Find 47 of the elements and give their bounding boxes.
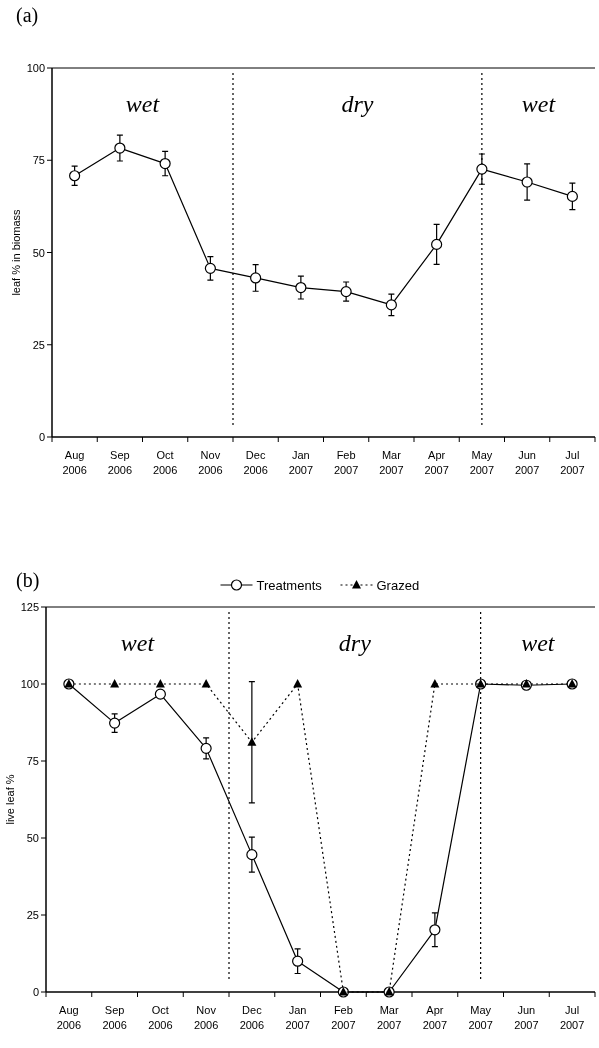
y-tick-label: 0 — [32, 986, 39, 998]
x-tick-label: Aug 2006 — [62, 449, 87, 476]
x-tick-label: Dec 2006 — [239, 1004, 265, 1031]
y-tick-label: 75 — [32, 154, 45, 167]
x-tick-label: Mar 2007 — [379, 449, 404, 476]
y-axis-title: live leaf % — [4, 774, 16, 825]
legend-label: Treatments — [256, 578, 323, 593]
chart-title: (b) — [16, 569, 40, 592]
x-tick-label: Aug 2006 — [56, 1004, 82, 1031]
x-tick-label: Apr 2007 — [424, 449, 449, 476]
y-axis-title: leaf % in biomass — [10, 208, 22, 296]
x-tick-label: May 2007 — [468, 1004, 493, 1031]
x-tick-label: Oct 2006 — [152, 449, 178, 476]
annotation: dry — [338, 630, 372, 656]
y-tick-label: 125 — [20, 601, 39, 613]
x-tick-label: Feb 2007 — [333, 449, 359, 476]
x-tick-label: Apr 2007 — [422, 1004, 448, 1031]
y-tick-label: 75 — [26, 755, 39, 767]
x-tick-label: Dec 2006 — [243, 449, 268, 476]
x-tick-label: Sep 2006 — [102, 1004, 127, 1031]
y-tick-label: 50 — [32, 246, 45, 259]
x-tick-label: Jun 2007 — [514, 449, 540, 476]
y-tick-label: 25 — [26, 909, 39, 921]
x-tick-label: May 2007 — [469, 449, 495, 476]
x-tick-label: Jul 2007 — [559, 1004, 585, 1031]
x-tick-label: Jun 2007 — [514, 1004, 539, 1031]
annotation: wet — [521, 630, 556, 656]
annotation: wet — [125, 91, 161, 117]
y-tick-label: 50 — [26, 832, 39, 844]
y-tick-label: 25 — [32, 338, 45, 351]
chart-title: (a) — [16, 4, 39, 27]
x-tick-label: Mar 2007 — [376, 1004, 402, 1031]
x-tick-label: Nov 2006 — [193, 1004, 219, 1031]
x-tick-label: Jul 2007 — [560, 449, 585, 476]
y-tick-label: 100 — [26, 62, 45, 74]
annotation: dry — [341, 91, 374, 117]
y-tick-label: 100 — [20, 678, 39, 690]
annotation: wet — [120, 630, 156, 656]
y-tick-label: 0 — [38, 431, 45, 443]
x-tick-label: Oct 2006 — [148, 1004, 173, 1031]
x-tick-label: Jan 2007 — [285, 1004, 310, 1031]
x-tick-label: Jan 2007 — [288, 449, 314, 476]
x-tick-label: Sep 2006 — [107, 449, 133, 476]
x-tick-label: Feb 2007 — [331, 1004, 356, 1031]
annotation: wet — [521, 91, 557, 117]
legend-label: Grazed — [376, 578, 420, 593]
x-tick-label: Nov 2006 — [198, 449, 223, 476]
